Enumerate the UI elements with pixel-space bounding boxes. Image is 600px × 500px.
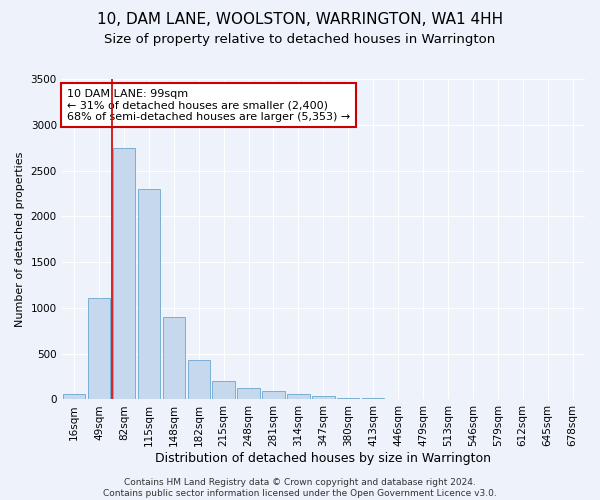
Bar: [212, 380, 235, 400]
Bar: [113, 148, 135, 400]
Bar: [287, 394, 310, 400]
X-axis label: Distribution of detached houses by size in Warrington: Distribution of detached houses by size …: [155, 452, 491, 465]
Text: Contains HM Land Registry data © Crown copyright and database right 2024.
Contai: Contains HM Land Registry data © Crown c…: [103, 478, 497, 498]
Bar: [337, 398, 359, 400]
Bar: [188, 360, 210, 400]
Text: 10 DAM LANE: 99sqm
← 31% of detached houses are smaller (2,400)
68% of semi-deta: 10 DAM LANE: 99sqm ← 31% of detached hou…: [67, 88, 350, 122]
Bar: [163, 317, 185, 400]
Bar: [63, 394, 85, 400]
Bar: [362, 398, 385, 400]
Bar: [312, 396, 335, 400]
Bar: [137, 189, 160, 400]
Y-axis label: Number of detached properties: Number of detached properties: [15, 152, 25, 327]
Bar: [88, 298, 110, 400]
Bar: [238, 388, 260, 400]
Bar: [387, 398, 409, 400]
Text: Size of property relative to detached houses in Warrington: Size of property relative to detached ho…: [104, 32, 496, 46]
Bar: [262, 391, 285, 400]
Text: 10, DAM LANE, WOOLSTON, WARRINGTON, WA1 4HH: 10, DAM LANE, WOOLSTON, WARRINGTON, WA1 …: [97, 12, 503, 28]
